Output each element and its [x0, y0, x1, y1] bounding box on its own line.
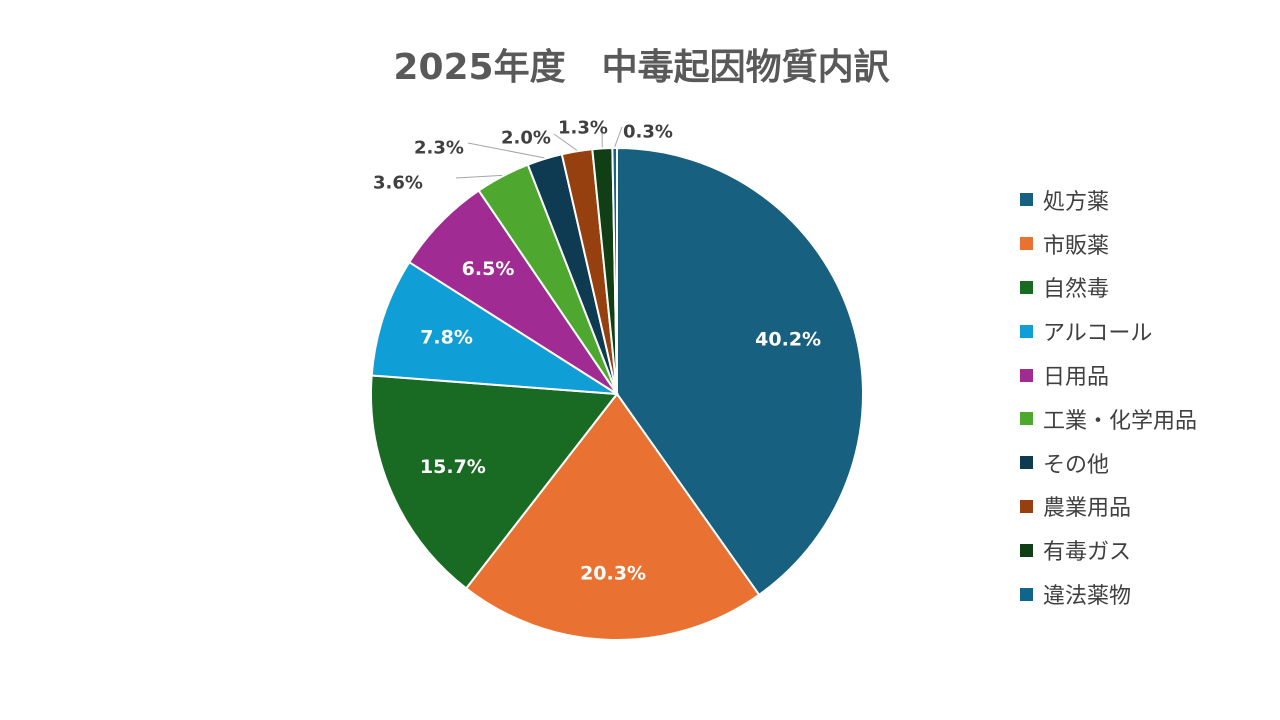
data-label: 0.3%: [623, 122, 673, 143]
legend-label: 市販薬: [1043, 233, 1110, 259]
data-label: 15.7%: [420, 456, 486, 478]
data-label: 1.3%: [558, 118, 608, 139]
data-label: 2.0%: [501, 128, 551, 149]
legend-item: 自然毒: [1020, 266, 1197, 310]
leader-line: [553, 133, 578, 151]
data-label: 20.3%: [580, 563, 646, 585]
legend-item: 違法薬物: [1020, 572, 1197, 616]
pie-slice: [611, 146, 618, 395]
legend-swatch: [1020, 193, 1033, 207]
legend-label: アルコール: [1043, 321, 1153, 347]
legend-item: 処方薬: [1020, 178, 1197, 222]
legend-item: 工業・化学用品: [1020, 397, 1197, 441]
legend-label: その他: [1043, 452, 1110, 478]
legend-item: 市販薬: [1020, 222, 1197, 266]
legend-label: 自然毒: [1043, 277, 1110, 303]
legend-item: その他: [1020, 441, 1197, 485]
legend-item: 有毒ガス: [1020, 528, 1197, 572]
legend-item: 日用品: [1020, 353, 1197, 397]
pie-slice: [370, 374, 619, 590]
data-label: 3.6%: [373, 173, 423, 194]
legend-swatch: [1020, 280, 1033, 294]
data-label: 7.8%: [420, 326, 473, 348]
leader-line: [455, 174, 503, 179]
legend-swatch: [1020, 543, 1033, 557]
legend-label: 処方薬: [1043, 189, 1110, 215]
legend-swatch: [1020, 324, 1033, 338]
leader-line: [467, 142, 545, 159]
legend-swatch: [1020, 368, 1033, 382]
legend-swatch: [1020, 456, 1033, 470]
legend: 処方薬市販薬自然毒アルコール日用品工業・化学用品 その他農業用品有毒ガス違法薬物: [1020, 178, 1197, 616]
legend-item: 農業用品: [1020, 485, 1197, 529]
legend-item: アルコール: [1020, 309, 1197, 353]
data-label: 2.3%: [414, 138, 464, 159]
legend-label: 農業用品: [1043, 496, 1132, 522]
pie-slice: [464, 392, 761, 641]
legend-label: 工業・化学用品: [1043, 408, 1198, 434]
legend-label: 違法薬物: [1043, 584, 1132, 610]
legend-label: 有毒ガス: [1043, 540, 1132, 566]
data-label: 40.2%: [755, 329, 821, 351]
legend-swatch: [1020, 587, 1033, 601]
legend-swatch: [1020, 412, 1033, 426]
pie-slice: [616, 146, 864, 597]
chart-title: 2025年度 中毒起因物質内訳: [393, 47, 890, 88]
legend-swatch: [1020, 499, 1033, 513]
legend-swatch: [1020, 237, 1033, 251]
pie-slice: [370, 260, 618, 395]
data-label: 6.5%: [462, 258, 515, 280]
leader-line: [614, 126, 623, 148]
legend-label: 日用品: [1043, 365, 1110, 391]
